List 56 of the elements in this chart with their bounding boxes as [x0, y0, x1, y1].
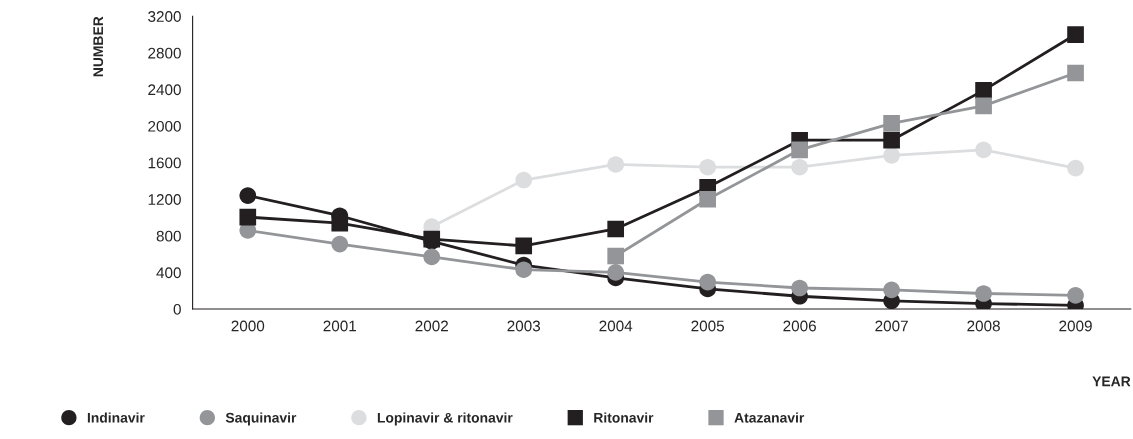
point: [331, 214, 349, 232]
point: [331, 235, 349, 253]
point: [515, 171, 533, 189]
point: [1067, 26, 1084, 43]
legend-label: Lopinavir & ritonavir: [377, 412, 513, 426]
x-tick-label: 2004: [599, 320, 633, 332]
y-tick-label: 1200: [148, 194, 181, 205]
legend-label: Saquinavir: [225, 412, 297, 426]
point: [791, 141, 808, 159]
point: [699, 273, 716, 291]
y-tick-label: 400: [156, 267, 181, 279]
point: [975, 97, 992, 115]
x-tick-label: 2001: [323, 320, 357, 332]
x-tick-label: 2006: [783, 320, 816, 332]
point: [607, 220, 625, 238]
y-tick-label: 0: [173, 303, 181, 315]
point: [1067, 287, 1084, 304]
point: [607, 264, 625, 281]
point: [975, 82, 992, 99]
y-tick-label: 1600: [148, 157, 181, 169]
y-tick-label: 2400: [148, 84, 181, 96]
legend-label: Atazanavir: [734, 412, 805, 423]
legend-label: Indinavir: [87, 412, 145, 423]
x-tick-label: 2002: [415, 320, 448, 332]
point: [975, 141, 992, 159]
point: [239, 208, 257, 226]
point: [883, 281, 900, 299]
x-axis-title: YEAR: [1092, 376, 1131, 387]
y-axis-title: NUMBER: [93, 16, 104, 77]
y-tick-label: 2000: [148, 120, 181, 132]
x-tick-label: 2000: [231, 320, 265, 332]
point: [883, 147, 900, 164]
point: [515, 261, 533, 279]
point: [239, 187, 257, 204]
point: [791, 279, 808, 297]
point: [699, 190, 716, 208]
y-tick-label: 2800: [148, 47, 181, 59]
legend-label: Ritonavir: [594, 412, 654, 423]
x-tick-label: 2008: [967, 320, 1000, 332]
x-tick-label: 2003: [507, 320, 541, 332]
x-tick-label: 2005: [691, 320, 725, 332]
point: [883, 114, 900, 132]
x-tick-label: 2009: [1059, 320, 1092, 332]
x-tick-label: 2007: [875, 320, 908, 332]
point: [883, 131, 900, 149]
point: [975, 285, 992, 302]
point: [607, 156, 625, 173]
y-tick-label: 800: [156, 230, 181, 242]
point: [1067, 159, 1084, 177]
point: [1067, 64, 1084, 82]
y-tick-label: 3200: [148, 11, 181, 22]
point: [791, 158, 808, 176]
point: [423, 248, 441, 266]
point: [515, 237, 533, 255]
point: [699, 158, 716, 176]
point: [607, 247, 625, 265]
